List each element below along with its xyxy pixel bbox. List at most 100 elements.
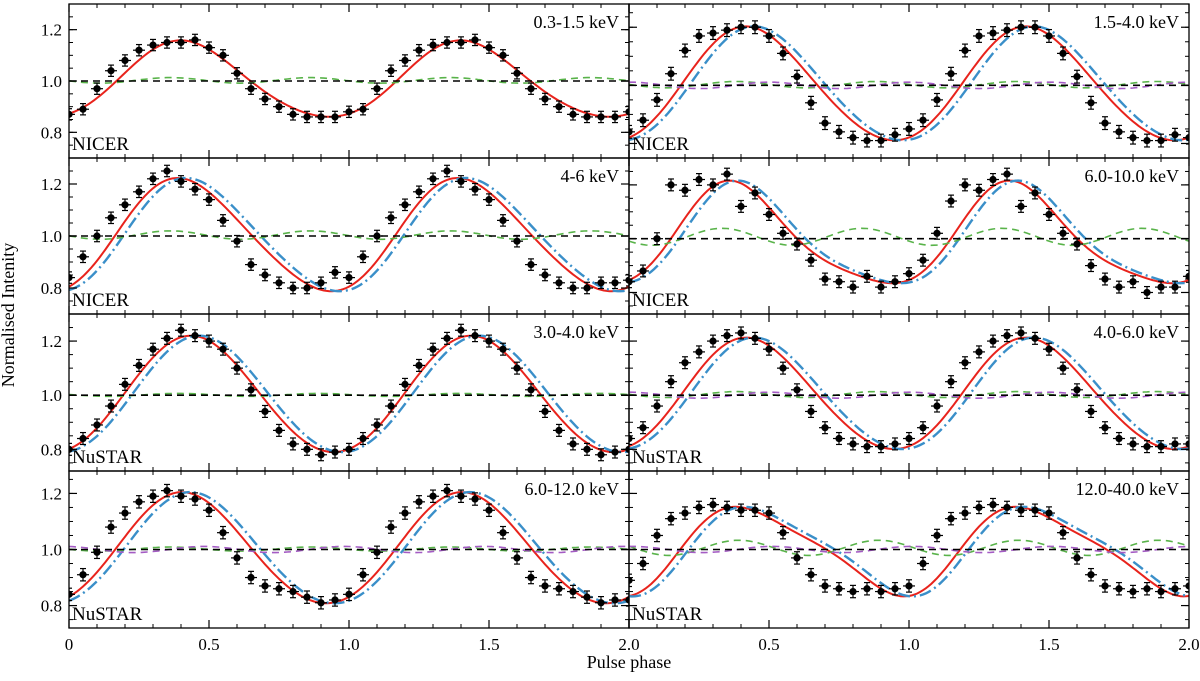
panel-6: 4.0-6.0 keV NuSTAR: [628, 313, 1190, 472]
data-point: [203, 193, 215, 206]
green-dashed-component: [69, 230, 629, 241]
data-point: [889, 275, 901, 289]
data-point: [721, 23, 733, 38]
data-point: [525, 82, 537, 95]
data-point: [679, 183, 691, 197]
data-point: [903, 431, 915, 446]
x-tick-label: 0: [65, 635, 74, 654]
data-point: [735, 503, 747, 518]
data-point: [1127, 584, 1139, 599]
data-point: [441, 483, 453, 498]
data-point: [637, 264, 649, 278]
data-point: [413, 43, 425, 57]
data-point: [1099, 421, 1111, 435]
data-point: [1085, 259, 1097, 273]
data-point: [1169, 280, 1181, 294]
data-point: [805, 404, 817, 419]
data-point: [1113, 124, 1125, 139]
data-point: [539, 268, 551, 282]
data-point: [69, 587, 75, 602]
data-point: [609, 593, 621, 607]
energy-band-label: 0.3-1.5 keV: [534, 12, 619, 32]
data-point: [371, 418, 383, 432]
data-point: [875, 440, 887, 454]
purple-dashed-component: [629, 545, 1189, 554]
data-point: [385, 211, 397, 225]
data-point: [819, 116, 831, 131]
data-point: [629, 124, 635, 139]
data-point: [1099, 272, 1111, 286]
data-point: [959, 178, 971, 192]
data-point: [931, 528, 943, 543]
data-point: [1001, 167, 1013, 181]
y-tick-label: 0.8: [41, 597, 62, 616]
data-point: [819, 421, 831, 435]
data-point: [329, 266, 341, 279]
green-dashed-component: [629, 227, 1189, 247]
data-point: [567, 437, 579, 451]
data-point: [259, 404, 271, 419]
data-point: [343, 442, 355, 456]
data-point: [917, 113, 929, 128]
data-point: [581, 442, 593, 456]
data-point: [1141, 133, 1153, 148]
data-point: [105, 399, 117, 413]
data-point: [931, 92, 943, 107]
data-point: [189, 182, 201, 196]
data-point: [833, 275, 845, 289]
data-point: [413, 358, 425, 372]
red-solid-model: [629, 25, 1189, 142]
instrument-label: NICER: [632, 290, 689, 311]
data-point: [497, 214, 509, 227]
data-point: [245, 82, 257, 95]
data-point: [861, 269, 873, 283]
data-point: [1141, 285, 1153, 299]
data-point: [791, 551, 803, 565]
data-point: [469, 182, 481, 196]
data-point: [525, 258, 537, 271]
data-point: [777, 226, 789, 240]
data-point: [861, 440, 873, 454]
plot-area: [69, 483, 629, 610]
data-point: [889, 437, 901, 451]
data-point: [707, 334, 719, 348]
data-point: [847, 280, 859, 294]
data-point: [399, 198, 411, 212]
data-point: [1057, 226, 1069, 240]
data-point: [343, 105, 355, 119]
data-point: [69, 108, 75, 121]
data-point: [539, 404, 551, 419]
data-point: [1029, 503, 1041, 518]
data-points: [69, 164, 629, 295]
data-point: [629, 275, 635, 289]
data-point: [427, 342, 439, 356]
x-tick-label: 0.5: [198, 635, 219, 654]
data-point: [483, 193, 495, 206]
data-point: [567, 281, 579, 295]
data-point: [385, 520, 397, 534]
data-point: [749, 186, 761, 200]
data-point: [609, 445, 621, 459]
data-point: [273, 276, 285, 290]
data-point: [161, 483, 173, 498]
x-axis-title: Pulse phase: [587, 652, 672, 672]
data-point: [539, 579, 551, 593]
data-point: [1071, 383, 1083, 397]
data-point: [679, 506, 691, 520]
plot-area: [69, 33, 629, 124]
data-point: [525, 570, 537, 585]
data-point: [441, 331, 453, 345]
data-point: [147, 38, 159, 52]
data-point: [1071, 551, 1083, 565]
data-point: [287, 584, 299, 599]
data-point: [133, 43, 145, 57]
blue-dashdot-model: [629, 336, 1189, 451]
data-point: [77, 431, 89, 446]
purple-dashed-component: [629, 391, 1189, 399]
data-point: [441, 164, 453, 178]
data-point: [245, 570, 257, 585]
data-point: [1029, 20, 1041, 35]
data-point: [77, 567, 89, 582]
data-point: [637, 421, 649, 435]
data-point: [1169, 581, 1181, 596]
